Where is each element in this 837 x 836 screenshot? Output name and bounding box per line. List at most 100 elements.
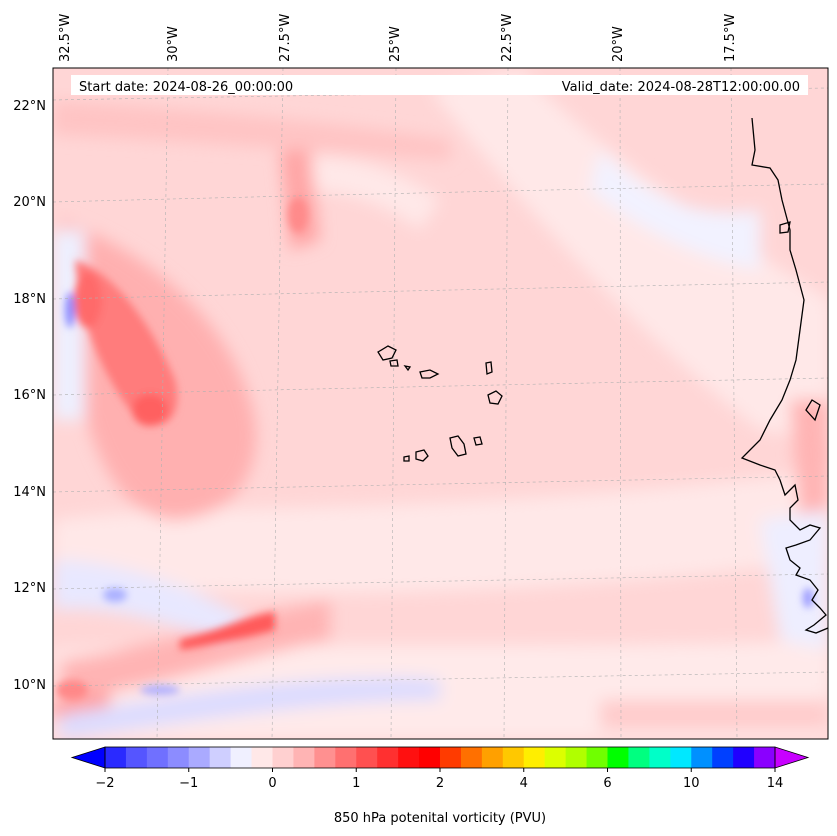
colorbar-cell: [712, 747, 734, 768]
valid-date-label: Valid_date: 2024-08-28T12:00:00.00: [562, 80, 800, 95]
lon-label: 25°W: [388, 26, 403, 62]
lon-label: 30°W: [166, 26, 181, 62]
pv-field: [53, 68, 828, 739]
colorbar-cells: [105, 747, 776, 768]
island-boa-vista: [487, 390, 503, 405]
colorbar-cell: [691, 747, 713, 768]
colorbar-tick-label: 2: [436, 776, 444, 791]
colorbar-tick-label: −2: [95, 776, 114, 791]
colorbar-cell: [440, 747, 462, 768]
island-maio: [473, 436, 483, 446]
colorbar-tick-label: 4: [520, 776, 528, 791]
negative-core: [803, 588, 813, 608]
colorbar-cell: [586, 747, 609, 768]
header-box: [71, 75, 808, 95]
colorbar-cell: [356, 747, 378, 768]
strong-core: [56, 680, 88, 700]
longitude-labels: 32.5°W 30°W 27.5°W 25°W 22.5°W 20°W 17.5…: [58, 14, 738, 62]
colorbar-cell: [628, 747, 650, 768]
negative-band: [60, 677, 440, 739]
lat-label: 18°N: [13, 292, 46, 307]
island-fogo: [415, 449, 429, 462]
strong-core: [180, 612, 275, 650]
negative-core: [65, 292, 75, 328]
negative-core: [103, 588, 127, 602]
lon-label: 22.5°W: [500, 14, 515, 62]
strong-core: [288, 197, 308, 233]
island-sao-nicolau: [419, 369, 440, 379]
colorbar-cell: [230, 747, 253, 768]
coastlines: [377, 117, 828, 634]
colorbar-tick-label: 6: [603, 776, 611, 791]
colorbar-cell: [733, 747, 755, 768]
colorbar-cell: [251, 747, 274, 768]
lat-label: 12°N: [13, 581, 46, 596]
gridlines: [53, 68, 828, 739]
island-santiago: [449, 435, 467, 457]
lon-label: 27.5°W: [278, 14, 293, 62]
colorbar-cell: [377, 747, 399, 768]
lon-label: 20°W: [611, 26, 626, 62]
colorbar-cell: [649, 747, 671, 768]
colorbar-cell: [419, 747, 441, 768]
strong-core: [132, 394, 168, 426]
colorbar-extend-min: [70, 746, 106, 769]
lon-label: 17.5°W: [723, 14, 738, 62]
colorbar-label: 850 hPa potenital vorticity (PVU): [334, 811, 546, 826]
weak-band: [430, 70, 828, 440]
weak-band: [53, 470, 828, 594]
colorbar-cell: [125, 747, 148, 768]
colorbar-cell: [188, 747, 211, 768]
colorbar: −2 −1 0 1 2 4 6 10 14 850 hPa potenital vorticit…: [70, 746, 810, 826]
start-date-label: Start date: 2024-08-26_00:00:00: [79, 80, 293, 95]
colorbar-ticks: −2 −1 0 1 2 4 6 10 14: [95, 768, 783, 791]
colorbar-cell: [146, 747, 169, 768]
colorbar-cell: [272, 747, 295, 768]
colorbar-cell: [398, 747, 420, 768]
lat-label: 20°N: [13, 195, 46, 210]
colorbar-cell: [335, 747, 357, 768]
weak-negative: [590, 150, 760, 270]
colorbar-cell: [105, 747, 127, 768]
colorbar-cell: [460, 747, 483, 768]
lat-label: 10°N: [13, 678, 46, 693]
colorbar-extend-max: [774, 746, 810, 769]
west-africa-coastline: [740, 117, 828, 634]
latitude-labels: 22°N 20°N 18°N 16°N 14°N 12°N 10°N: [13, 99, 46, 693]
colorbar-cell: [565, 747, 588, 768]
island-santo-antao: [377, 345, 397, 361]
colorbar-tick-label: −1: [179, 776, 198, 791]
strong-core: [74, 272, 102, 328]
colorbar-cell: [314, 747, 336, 768]
colorbar-cell: [481, 747, 504, 768]
lat-label: 16°N: [13, 388, 46, 403]
colorbar-cell: [293, 747, 315, 768]
moderate-band: [600, 700, 828, 730]
colorbar-cell: [167, 747, 190, 768]
island-sal: [485, 361, 493, 375]
colorbar-tick-label: 0: [268, 776, 276, 791]
negative-region: [760, 510, 828, 650]
island-brava: [403, 455, 410, 462]
colorbar-cell: [670, 747, 692, 768]
colorbar-tick-label: 10: [683, 776, 700, 791]
lat-label: 14°N: [13, 485, 46, 500]
lon-label: 32.5°W: [58, 14, 73, 62]
colorbar-cell: [502, 747, 525, 768]
weak-band: [300, 157, 440, 230]
colorbar-tick-label: 1: [352, 776, 360, 791]
lat-label: 22°N: [13, 99, 46, 114]
negative-region: [53, 560, 250, 640]
colorbar-tick-label: 14: [767, 776, 784, 791]
colorbar-cell: [607, 747, 630, 768]
colorbar-cell: [544, 747, 567, 768]
colorbar-cell: [754, 747, 776, 768]
map-frame: [52, 67, 829, 740]
negative-core: [140, 685, 180, 695]
moderate-band: [53, 100, 450, 160]
moderate-region: [790, 400, 828, 540]
island-sao-vicente: [389, 359, 399, 367]
island-santa-luzia: [403, 365, 412, 372]
colorbar-cell: [209, 747, 232, 768]
